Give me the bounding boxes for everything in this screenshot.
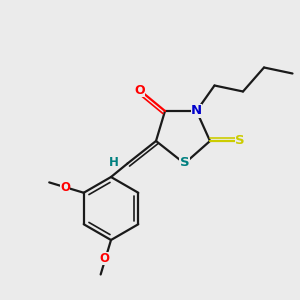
Text: O: O <box>134 83 145 97</box>
Text: H: H <box>109 155 119 169</box>
Text: S: S <box>180 155 189 169</box>
Text: O: O <box>100 252 110 265</box>
Text: O: O <box>60 181 70 194</box>
Text: S: S <box>235 134 245 148</box>
Text: N: N <box>191 104 202 118</box>
